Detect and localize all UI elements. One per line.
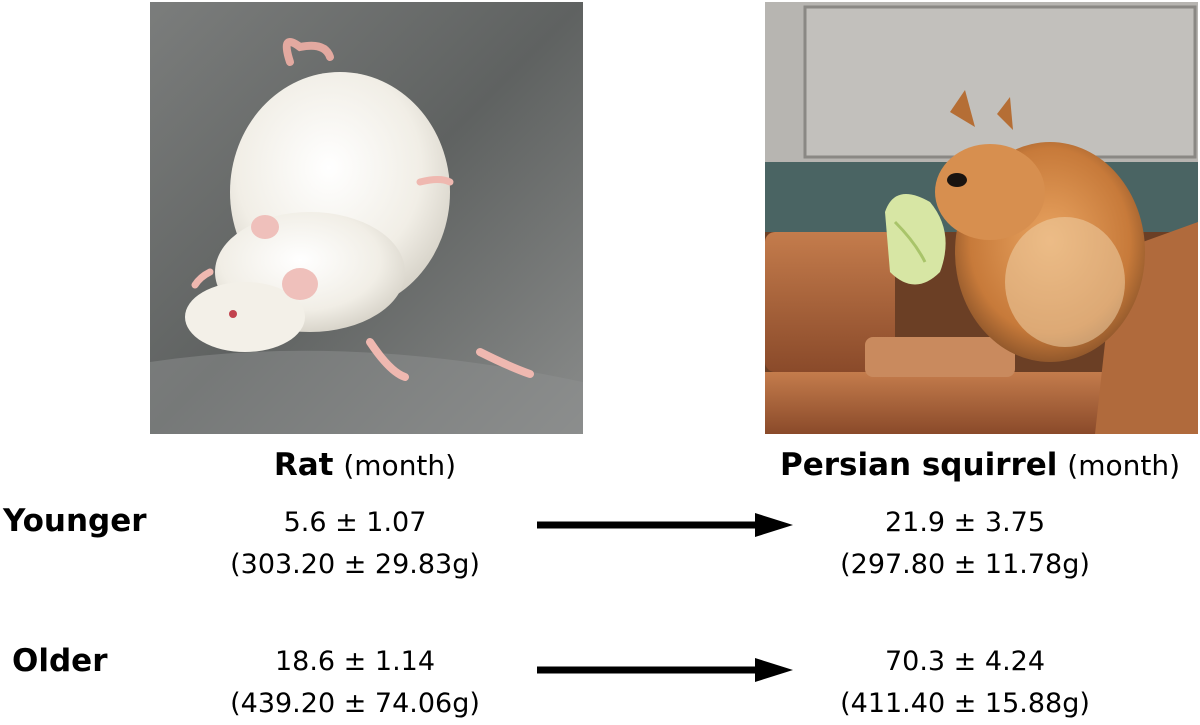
squirrel-column-name: Persian squirrel <box>779 447 1058 483</box>
rat-younger-age: 5.6 ± 1.07 <box>283 507 427 538</box>
rat-older-cell: 18.6 ± 1.14 (439.20 ± 74.06g) <box>180 641 530 725</box>
rat-younger-cell: 5.6 ± 1.07 (303.20 ± 29.83g) <box>180 502 530 586</box>
squirrel-column-header: Persian squirrel (month) <box>770 447 1190 483</box>
older-row-label: Older <box>12 643 108 679</box>
older-arrow <box>537 658 793 682</box>
rat-column-header: Rat (month) <box>175 447 555 483</box>
squirrel-older-weight: (411.40 ± 15.88g) <box>840 688 1090 719</box>
rat-column-unit: (month) <box>343 449 457 482</box>
squirrel-older-age: 70.3 ± 4.24 <box>884 646 1046 677</box>
squirrel-younger-weight: (297.80 ± 11.78g) <box>840 549 1090 580</box>
rat-older-age: 18.6 ± 1.14 <box>274 646 436 677</box>
rat-younger-weight: (303.20 ± 29.83g) <box>230 549 480 580</box>
squirrel-younger-age: 21.9 ± 3.75 <box>884 507 1046 538</box>
squirrel-column-unit: (month) <box>1067 449 1181 482</box>
rat-older-weight: (439.20 ± 74.06g) <box>230 688 480 719</box>
squirrel-younger-cell: 21.9 ± 3.75 (297.80 ± 11.78g) <box>790 502 1140 586</box>
squirrel-older-cell: 70.3 ± 4.24 (411.40 ± 15.88g) <box>790 641 1140 725</box>
squirrel-photo <box>765 2 1198 434</box>
younger-row-label: Younger <box>3 503 147 539</box>
younger-arrow <box>537 513 793 537</box>
rat-column-name: Rat <box>273 447 334 483</box>
rat-photo <box>150 2 583 434</box>
